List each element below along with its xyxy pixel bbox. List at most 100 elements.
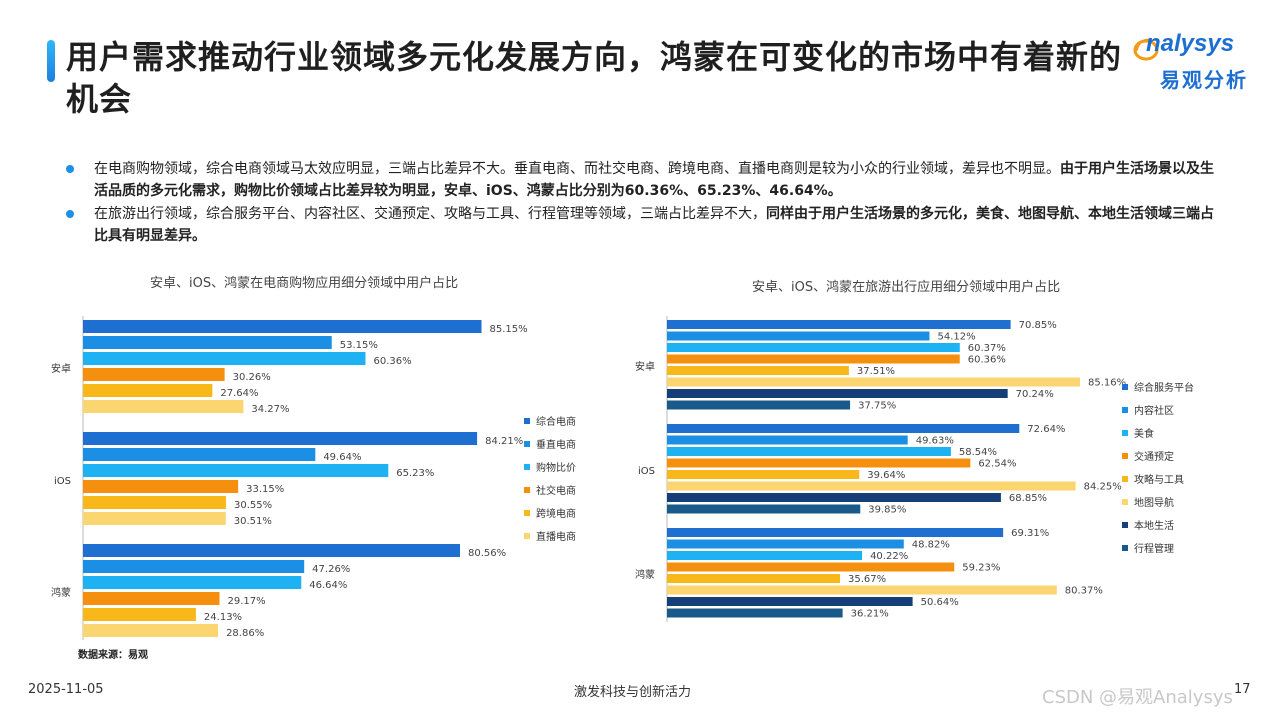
legend-swatch — [1122, 384, 1128, 390]
data-label: 59.23% — [962, 563, 1000, 574]
chart-title-ecommerce: 安卓、iOS、鸿蒙在电商购物应用细分领域中用户占比 — [150, 276, 459, 291]
legend-swatch — [524, 487, 530, 493]
bar — [667, 481, 1076, 491]
bar — [667, 331, 930, 341]
bar — [83, 560, 305, 573]
data-label: 37.75% — [858, 401, 896, 412]
data-label: 72.64% — [1027, 424, 1065, 435]
bar — [667, 458, 971, 468]
bar — [667, 424, 1020, 433]
bar — [667, 343, 960, 352]
data-label: 58.54% — [959, 447, 997, 458]
bar — [83, 512, 226, 525]
bar — [83, 400, 244, 413]
category-label: iOS — [54, 476, 71, 487]
analysys-logo: nalysys 易观分析 — [1130, 28, 1260, 98]
bar — [83, 464, 389, 477]
data-label: 68.85% — [1009, 493, 1047, 504]
legend-swatch — [524, 418, 530, 424]
legend-swatch — [1122, 522, 1128, 528]
bar — [83, 336, 332, 349]
page-number: 17 — [1234, 682, 1251, 697]
bar — [667, 528, 1004, 537]
legend-swatch — [524, 464, 530, 470]
data-label: 84.25% — [1084, 482, 1122, 493]
bar — [83, 624, 219, 637]
watermark: CSDN @易观Analysys — [1042, 687, 1233, 708]
page-title: 用户需求推动行业领域多元化发展方向，鸿蒙在可变化的市场中有着新的机会 — [66, 38, 1123, 118]
data-label: 62.54% — [978, 459, 1016, 470]
bullet-item: 在旅游出行领域，综合服务平台、内容社区、交通预定、攻略与工具、行程管理等领域，三… — [66, 203, 1226, 247]
footer-slogan: 激发科技与创新活力 — [574, 685, 692, 700]
bar — [667, 504, 861, 514]
data-label: 80.56% — [468, 548, 506, 559]
legend-swatch — [524, 510, 530, 516]
bar — [667, 400, 851, 410]
data-label: 29.17% — [228, 596, 266, 607]
legend-label: 垂直电商 — [536, 438, 576, 451]
category-label: 安卓 — [635, 360, 655, 373]
legend-label: 交通预定 — [1134, 450, 1174, 463]
data-label: 65.23% — [396, 468, 434, 479]
legend-label: 社交电商 — [536, 484, 576, 497]
data-label: 49.64% — [323, 452, 361, 463]
legend-swatch — [1122, 476, 1128, 482]
category-label: 鸿蒙 — [51, 586, 71, 599]
legend-label: 跨境电商 — [536, 507, 576, 520]
bar — [667, 597, 913, 606]
data-label: 40.22% — [870, 551, 908, 562]
legend-swatch — [524, 533, 530, 539]
bar — [667, 493, 1001, 502]
bar — [83, 368, 225, 381]
chart-title-travel: 安卓、iOS、鸿蒙在旅游出行应用细分领域中用户占比 — [752, 280, 1061, 295]
bar — [667, 377, 1081, 387]
legend-swatch — [1122, 545, 1128, 551]
data-label: 80.37% — [1065, 586, 1103, 597]
bar — [667, 435, 908, 445]
bar — [667, 574, 840, 583]
logo-chinese: 易观分析 — [1160, 68, 1248, 92]
footer-date: 2025-11-05 — [28, 682, 104, 697]
logo-swoosh-icon — [1133, 38, 1159, 61]
data-label: 35.67% — [848, 574, 886, 585]
bar — [83, 576, 302, 589]
bullet-list: 在电商购物领域，综合电商领域马太效应明显，三端占比差异不大。垂直电商、而社交电商… — [66, 158, 1226, 248]
data-label: 46.64% — [309, 580, 347, 591]
bar — [83, 496, 226, 509]
bar — [83, 544, 461, 557]
data-label: 60.36% — [373, 356, 411, 367]
category-label: iOS — [638, 466, 655, 477]
bullet-text: 在电商购物领域，综合电商领域马太效应明显，三端占比差异不大。垂直电商、而社交电商… — [94, 161, 1060, 177]
bullet-dot-icon — [66, 210, 74, 218]
legend-label: 综合服务平台 — [1134, 381, 1194, 394]
data-source: 数据来源：易观 — [78, 650, 148, 661]
bar — [83, 592, 220, 605]
data-label: 49.63% — [916, 436, 954, 447]
bar — [667, 551, 863, 560]
data-label: 70.85% — [1019, 320, 1057, 331]
legend-label: 直播电商 — [536, 530, 576, 543]
legend-label: 购物比价 — [536, 461, 576, 474]
legend-swatch — [1122, 430, 1128, 436]
bullet-item: 在电商购物领域，综合电商领域马太效应明显，三端占比差异不大。垂直电商、而社交电商… — [66, 158, 1226, 202]
data-label: 60.36% — [968, 355, 1006, 366]
legend-swatch — [1122, 499, 1128, 505]
data-label: 36.21% — [851, 609, 889, 620]
data-label: 33.15% — [246, 484, 284, 495]
legend-label: 美食 — [1134, 427, 1154, 440]
data-label: 30.51% — [234, 516, 272, 527]
bar — [667, 470, 860, 479]
data-label: 39.85% — [868, 505, 906, 516]
bar — [83, 384, 213, 397]
bar — [83, 608, 196, 621]
data-label: 85.16% — [1088, 378, 1126, 389]
data-label: 53.15% — [340, 340, 378, 351]
bar — [83, 480, 239, 493]
legend-label: 内容社区 — [1134, 404, 1174, 417]
bullet-bold-text: 由于用户生活场景以及生活品质的多元化需求，购物比价领域占比差异较为明显，安卓、i… — [94, 161, 1214, 199]
ecommerce-bar-chart: 安卓 85.15% 53.15% 60.36% 30.26% 27.64% 34.27% iO… — [51, 316, 576, 640]
bar — [667, 585, 1057, 595]
category-label: 安卓 — [51, 362, 71, 375]
data-label: 37.51% — [857, 366, 895, 377]
legend-swatch — [1122, 407, 1128, 413]
